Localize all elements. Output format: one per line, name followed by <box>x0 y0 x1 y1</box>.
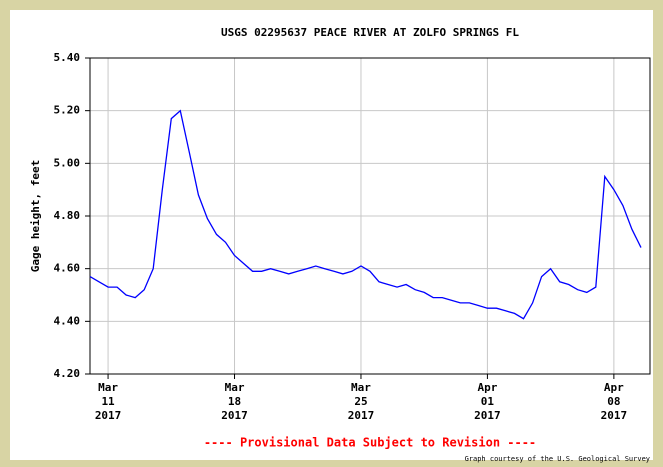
x-tick-label: 11 <box>101 395 115 408</box>
y-tick-label: 4.60 <box>54 262 81 275</box>
y-tick-label: 4.20 <box>54 367 81 380</box>
y-tick-label: 5.00 <box>54 156 81 169</box>
provisional-note: ---- Provisional Data Subject to Revisio… <box>204 436 536 450</box>
x-tick-label: 25 <box>354 395 367 408</box>
credit: Graph courtesy of the U.S. Geological Su… <box>465 455 650 463</box>
x-tick-label: 08 <box>607 395 620 408</box>
x-tick-label: Mar <box>98 381 118 394</box>
x-tick-label: 2017 <box>221 409 248 422</box>
x-tick-label: 01 <box>481 395 495 408</box>
gage-line <box>89 109 642 320</box>
x-tick-label: 2017 <box>474 409 501 422</box>
y-tick-label: 5.40 <box>54 51 81 64</box>
x-tick-label: 2017 <box>95 409 122 422</box>
plot-frame <box>89 57 651 375</box>
x-tick-label: 18 <box>228 395 241 408</box>
x-tick-label: 2017 <box>601 409 628 422</box>
x-tick-label: Mar <box>351 381 371 394</box>
x-tick-label: Mar <box>225 381 245 394</box>
y-axis-label: Gage height, feet <box>29 160 42 273</box>
chart-title: USGS 02295637 PEACE RIVER AT ZOLFO SPRIN… <box>221 26 519 39</box>
panel <box>10 10 653 460</box>
x-tick-label: Apr <box>477 381 497 394</box>
y-tick-label: 4.40 <box>54 314 81 327</box>
x-tick-label: 2017 <box>348 409 375 422</box>
y-tick-label: 4.80 <box>54 209 81 222</box>
y-tick-label: 5.20 <box>54 104 81 117</box>
x-tick-label: Apr <box>604 381 624 394</box>
